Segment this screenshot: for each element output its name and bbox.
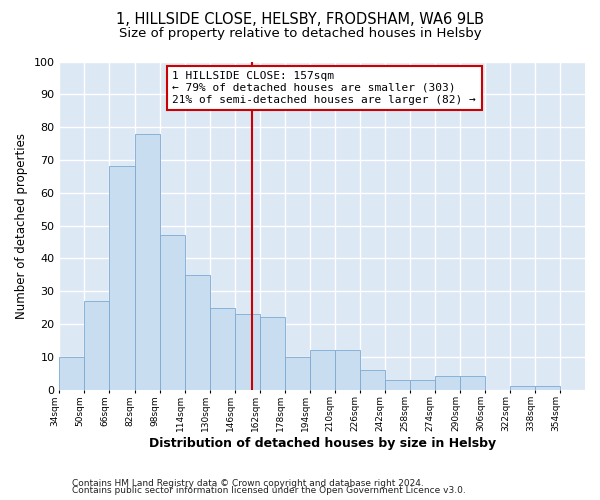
Bar — [235, 314, 260, 390]
Bar — [535, 386, 560, 390]
Text: Contains HM Land Registry data © Crown copyright and database right 2024.: Contains HM Land Registry data © Crown c… — [72, 478, 424, 488]
Bar — [160, 236, 185, 390]
Bar — [59, 356, 85, 390]
Bar — [410, 380, 435, 390]
Bar — [134, 134, 160, 390]
Bar — [109, 166, 134, 390]
Bar — [310, 350, 335, 390]
Bar — [435, 376, 460, 390]
Text: Size of property relative to detached houses in Helsby: Size of property relative to detached ho… — [119, 28, 481, 40]
X-axis label: Distribution of detached houses by size in Helsby: Distribution of detached houses by size … — [149, 437, 496, 450]
Bar — [209, 308, 235, 390]
Bar — [360, 370, 385, 390]
Bar — [85, 301, 109, 390]
Text: 1, HILLSIDE CLOSE, HELSBY, FRODSHAM, WA6 9LB: 1, HILLSIDE CLOSE, HELSBY, FRODSHAM, WA6… — [116, 12, 484, 28]
Text: 1 HILLSIDE CLOSE: 157sqm
← 79% of detached houses are smaller (303)
21% of semi-: 1 HILLSIDE CLOSE: 157sqm ← 79% of detach… — [172, 72, 476, 104]
Y-axis label: Number of detached properties: Number of detached properties — [15, 132, 28, 318]
Bar — [284, 356, 310, 390]
Bar — [460, 376, 485, 390]
Bar — [510, 386, 535, 390]
Bar — [385, 380, 410, 390]
Bar — [185, 274, 209, 390]
Text: Contains public sector information licensed under the Open Government Licence v3: Contains public sector information licen… — [72, 486, 466, 495]
Bar — [335, 350, 360, 390]
Bar — [260, 318, 284, 390]
